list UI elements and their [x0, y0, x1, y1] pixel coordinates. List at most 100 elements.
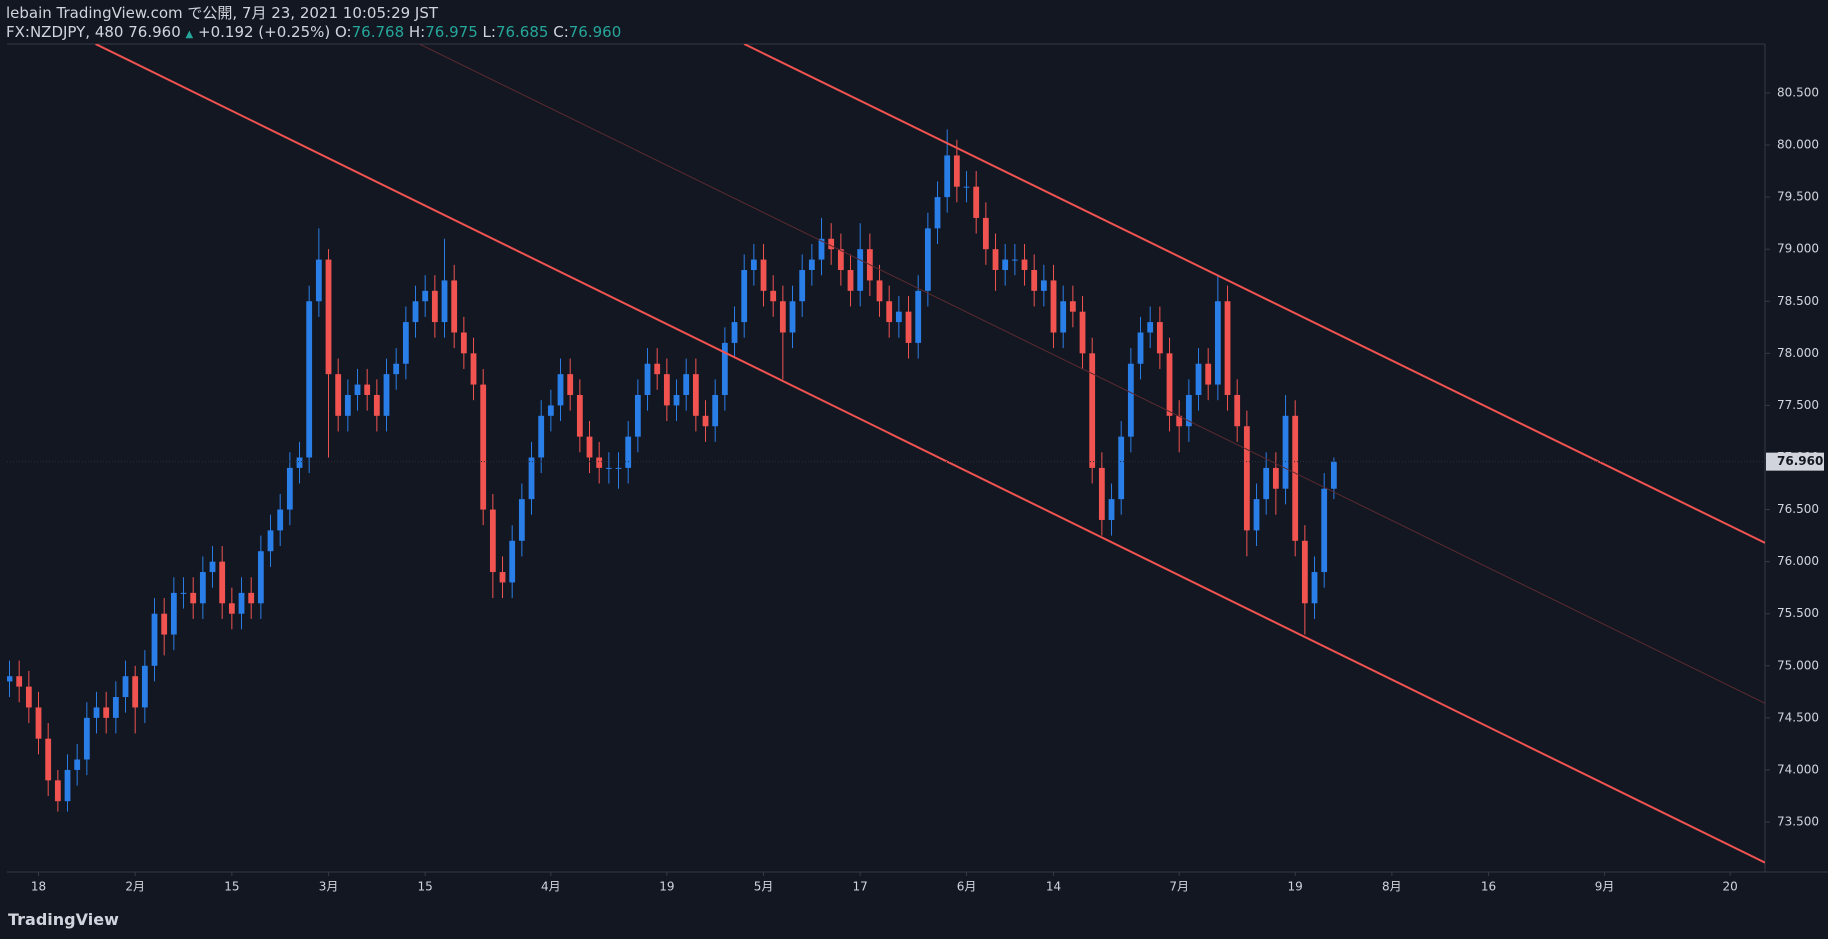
- candle-body: [886, 301, 893, 323]
- candle-body: [953, 155, 960, 187]
- ohlc-l-label: L:: [482, 23, 496, 41]
- candle-body: [625, 436, 632, 468]
- candle-body: [654, 363, 661, 375]
- candle-body: [818, 238, 825, 260]
- candle-body: [306, 301, 313, 458]
- candle-body: [1292, 415, 1299, 541]
- x-tick-label: 19: [1288, 880, 1303, 894]
- brand-text[interactable]: TradingView: [8, 910, 119, 929]
- candle-body: [1060, 301, 1067, 333]
- candle-body: [1050, 280, 1057, 333]
- candle-body: [518, 499, 525, 541]
- candle-body: [750, 259, 757, 271]
- trend-line: [743, 44, 1765, 544]
- candle-body: [1031, 270, 1038, 291]
- candle-body: [16, 676, 23, 687]
- candle-body: [180, 592, 187, 594]
- candle-body: [1089, 353, 1096, 468]
- candle-body: [373, 394, 380, 416]
- candle-body: [470, 353, 477, 385]
- candle-body: [83, 717, 90, 760]
- candle-body: [828, 238, 835, 250]
- candle-body: [634, 394, 641, 437]
- candle-body: [54, 780, 61, 802]
- candle-body: [847, 270, 854, 291]
- candle-body: [1214, 301, 1221, 385]
- candle-body: [596, 457, 603, 468]
- candle-body: [547, 405, 554, 416]
- candle-body: [277, 509, 284, 531]
- ohlc-o: 76.768: [351, 23, 405, 41]
- candle-body: [1079, 311, 1086, 354]
- candle-body: [1243, 426, 1250, 531]
- x-tick-label: 20: [1723, 880, 1738, 894]
- candle-body: [895, 311, 902, 323]
- candle-body: [1311, 572, 1318, 604]
- x-tick-label: 8月: [1382, 880, 1402, 894]
- candle-body: [364, 384, 371, 395]
- candle-body: [1253, 499, 1260, 531]
- ohlc-c-label: C:: [553, 23, 569, 41]
- candle-body: [489, 509, 496, 573]
- candle-body: [905, 311, 912, 343]
- header: lebain TradingView.com で公開, 7月 23, 2021 …: [6, 4, 621, 44]
- candle-body: [1137, 332, 1144, 364]
- candle-body: [876, 280, 883, 302]
- y-tick-label: 74.500: [1777, 710, 1819, 724]
- candle-body: [1224, 301, 1231, 395]
- candle-body: [567, 374, 574, 395]
- candle-body: [480, 384, 487, 510]
- change: +0.192 (+0.25%): [198, 23, 331, 41]
- candle-body: [973, 186, 980, 218]
- header-title: lebain TradingView.com で公開, 7月 23, 2021 …: [6, 4, 439, 22]
- candle-body: [924, 228, 931, 291]
- candle-body: [692, 374, 699, 416]
- candle-body: [199, 572, 206, 604]
- x-tick-label: 9月: [1595, 880, 1615, 894]
- candle-body: [1118, 436, 1125, 500]
- x-tick-label: 3月: [319, 880, 339, 894]
- y-tick-label: 75.000: [1777, 658, 1819, 672]
- candle-body: [702, 415, 709, 427]
- candle-body: [837, 249, 844, 271]
- candle-body: [528, 457, 535, 500]
- candle-body: [228, 603, 235, 614]
- ohlc-h: 76.975: [425, 23, 478, 41]
- candle-body: [1108, 499, 1115, 520]
- candle-body: [499, 572, 506, 583]
- candle-body: [760, 259, 767, 291]
- candle-body: [538, 415, 545, 458]
- brand-logo[interactable]: TradingView: [8, 910, 119, 929]
- candle-body: [1282, 415, 1289, 489]
- candle-body: [422, 290, 429, 302]
- ohlc-o-label: O:: [335, 23, 352, 41]
- candle-body: [25, 686, 32, 708]
- last: 76.960: [128, 23, 181, 41]
- candle-body: [712, 394, 719, 427]
- candle-body: [915, 290, 922, 343]
- trend-line: [419, 44, 1765, 704]
- candle-body: [1002, 259, 1009, 271]
- candle-body: [683, 374, 690, 395]
- candle-body: [944, 155, 951, 198]
- y-tick-label: 78.500: [1777, 294, 1819, 308]
- candle-body: [325, 259, 332, 375]
- candle-body: [1272, 467, 1279, 489]
- candle-body: [112, 697, 119, 718]
- y-tick-label: 76.000: [1777, 554, 1819, 568]
- x-tick-label: 5月: [754, 880, 774, 894]
- x-tick-label: 4月: [541, 880, 561, 894]
- candle-body: [257, 551, 264, 604]
- candle-body: [857, 249, 864, 291]
- candle-body: [731, 322, 738, 343]
- y-tick-label: 80.500: [1777, 85, 1819, 99]
- candle-body: [963, 186, 970, 188]
- y-tick-label: 76.500: [1777, 502, 1819, 516]
- candle-body: [1195, 363, 1202, 395]
- symbol: FX:NZDJPY, 480: [6, 23, 124, 41]
- last-price-label: 76.960: [1777, 454, 1823, 468]
- candle-body: [7, 676, 13, 682]
- candle-body: [412, 301, 419, 323]
